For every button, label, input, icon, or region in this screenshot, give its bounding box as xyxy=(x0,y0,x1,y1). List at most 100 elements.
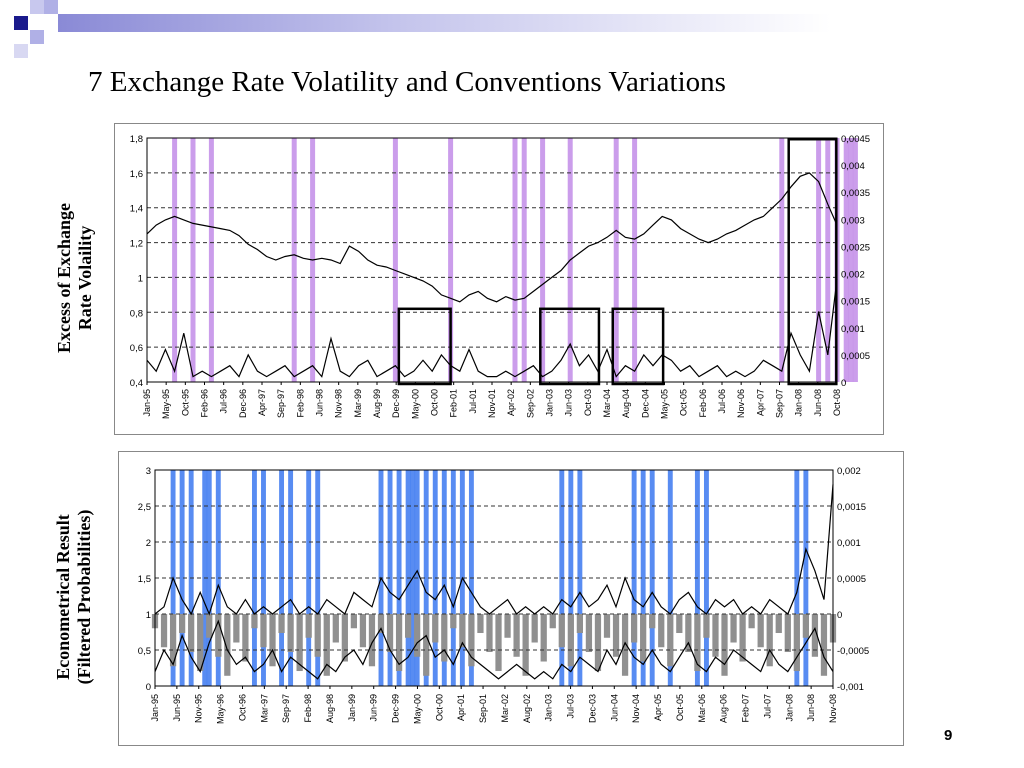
plot-area xyxy=(154,469,834,687)
x-tick-label: Feb-06 xyxy=(698,389,708,418)
regime-band xyxy=(825,138,831,382)
x-tick-label: Nov-04 xyxy=(631,694,641,723)
probability-bar xyxy=(224,614,231,676)
deco-square-light xyxy=(14,44,28,58)
probability-bar xyxy=(459,614,466,648)
x-tick-label: Mar-06 xyxy=(697,694,707,723)
probability-bar xyxy=(368,614,376,667)
y-tick-left: 0,6 xyxy=(130,343,143,354)
probability-bar xyxy=(676,614,683,634)
probability-bar xyxy=(522,614,529,676)
probability-bar xyxy=(305,614,312,638)
x-tick-label: Oct-05 xyxy=(679,389,689,416)
regime-band xyxy=(423,470,429,686)
probability-bar xyxy=(775,614,782,634)
probability-bar xyxy=(332,614,339,643)
probability-bar xyxy=(206,614,213,638)
x-tick-label: Aug-02 xyxy=(522,694,532,723)
x-tick-label: Sep-97 xyxy=(281,694,291,723)
x-tick-label: Feb-98 xyxy=(295,389,305,418)
x-tick-label: Jun-03 xyxy=(564,389,574,417)
probability-bar xyxy=(215,614,222,657)
regime-band xyxy=(206,470,212,686)
probability-bar xyxy=(757,614,764,648)
x-tick-label: Nov-08 xyxy=(828,694,838,723)
regime-band xyxy=(613,138,619,382)
bottom-ylabel-line1: Econometrical Result xyxy=(53,514,73,680)
probability-bar xyxy=(359,614,367,648)
regime-band xyxy=(208,138,214,382)
x-tick-label: Jun-99 xyxy=(369,694,379,722)
probability-bar xyxy=(450,614,457,629)
y-tick-right: 0,0015 xyxy=(841,297,870,308)
y-tick-right: 0,002 xyxy=(841,270,865,281)
y-tick-right: 0,0025 xyxy=(841,242,870,253)
probability-bar xyxy=(323,614,330,676)
probability-bar xyxy=(296,614,303,672)
probability-bar xyxy=(432,614,439,643)
corner-decoration xyxy=(0,0,60,60)
x-tick-label: Nov-95 xyxy=(194,694,204,723)
probability-bar xyxy=(685,614,692,653)
regime-band xyxy=(291,138,297,382)
probability-bar xyxy=(314,614,321,657)
series-line-1 xyxy=(154,619,834,680)
regime-band xyxy=(852,138,858,382)
probability-bar xyxy=(197,614,204,672)
probability-bar xyxy=(178,614,186,634)
probability-bar xyxy=(739,614,746,662)
x-tick-label: Dec-96 xyxy=(238,389,248,418)
probability-bar xyxy=(269,614,276,667)
series-line-1 xyxy=(146,172,838,303)
x-tick-label: Jan-03 xyxy=(545,389,555,417)
regime-band xyxy=(512,138,518,382)
x-tick-label: Mar-02 xyxy=(500,694,510,723)
probability-bar xyxy=(513,614,520,657)
y-tick-right: 0,002 xyxy=(837,466,861,477)
y-tick-right: 0,004 xyxy=(841,161,865,172)
probability-bar xyxy=(423,614,430,676)
top-chart: 1,8 1,6 1,4 1,2 1 0,8 0,6 0,4 0,0045 0,004 0,0035 0… xyxy=(130,134,870,419)
header-gradient-bar xyxy=(58,14,1024,32)
x-tick-label: Jul-01 xyxy=(468,389,478,414)
x-tick-label: Feb-96 xyxy=(200,389,210,418)
regime-band xyxy=(450,470,456,686)
y-tick-left: 3 xyxy=(146,466,151,477)
x-tick-label: Oct-08 xyxy=(832,389,842,416)
regime-band xyxy=(179,470,185,686)
x-tick-label: Aug-99 xyxy=(372,389,382,418)
y-tick-right: 0,0015 xyxy=(837,502,866,513)
x-tick-label: Mar-04 xyxy=(602,389,612,418)
probability-bar xyxy=(251,614,258,629)
probability-bar xyxy=(721,614,728,676)
y-tick-right: 0,001 xyxy=(837,538,861,549)
probability-bar xyxy=(748,614,755,629)
probability-bar xyxy=(820,614,828,676)
top-chart-ylabel: Excess of Exchange Rate Volaility xyxy=(54,178,96,378)
regime-band xyxy=(803,470,809,686)
y-tick-left: 0 xyxy=(146,682,151,693)
probability-bar xyxy=(694,614,701,672)
regime-band xyxy=(667,470,673,686)
x-tick-label: Nov-01 xyxy=(487,389,497,418)
x-tick-label: Jun-95 xyxy=(172,694,182,722)
x-tick-label: Jun-98 xyxy=(315,389,325,417)
bottom-chart-ylabel: Econometrical Result (Filtered Probabili… xyxy=(53,481,95,713)
top-ylabel-line2: Rate Volaility xyxy=(75,225,95,331)
regime-band xyxy=(190,138,196,382)
deco-square-dark xyxy=(14,16,28,30)
probability-bar xyxy=(585,614,593,653)
x-tick-label: Feb-07 xyxy=(741,694,751,723)
probability-bar xyxy=(540,614,547,662)
probability-bar xyxy=(576,614,584,634)
x-tick-label: Jun-08 xyxy=(813,389,823,417)
probability-bar xyxy=(549,614,556,629)
x-tick-label: Dec-99 xyxy=(391,389,401,418)
probability-bar xyxy=(486,614,493,653)
probability-bar xyxy=(603,614,611,638)
y-tick-left: 0,4 xyxy=(130,378,143,389)
highlight-box xyxy=(787,137,838,386)
probability-bar xyxy=(477,614,484,634)
probability-bar xyxy=(567,614,574,667)
regime-band xyxy=(392,138,398,382)
